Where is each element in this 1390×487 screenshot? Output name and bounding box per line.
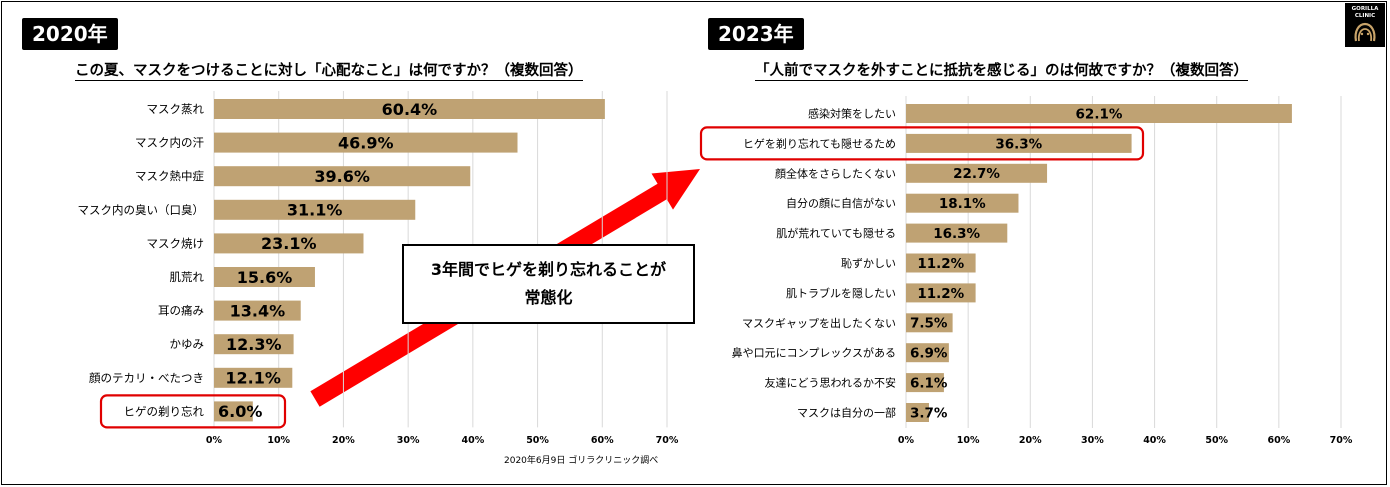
right-value-label: 36.3% (995, 136, 1042, 152)
chart-title-2023: 「人前でマスクを外すことに抵抗を感じる」のは何故ですか？（複数回答） (755, 63, 1248, 81)
chart-2020: 0% 10% 20% 30% 40% 50% 60% 70% マスク蒸れ 60.4% マスク内の汗 4… (78, 91, 679, 446)
right-bar (906, 223, 1008, 243)
left-category-label: 耳の痛み (158, 304, 204, 318)
left-value-label: 15.6% (237, 268, 293, 287)
left-bar (214, 334, 294, 355)
left-tick-label: 70% (656, 435, 679, 446)
right-value-label: 62.1% (1076, 106, 1123, 122)
right-bar (906, 343, 949, 363)
right-tick-label: 20% (1019, 435, 1042, 446)
right-tick-label: 0% (898, 435, 915, 446)
right-value-label: 7.5% (910, 316, 948, 332)
left-value-label: 31.1% (287, 201, 343, 220)
left-category-label: マスク熱中症 (135, 169, 204, 183)
logo-line-1: GORILLA (1351, 6, 1379, 12)
left-highlight-box (99, 394, 287, 429)
left-value-label: 39.6% (314, 167, 370, 186)
right-category-label: 自分の顔に自信がない (786, 196, 896, 210)
right-category-label: 鼻や口元にコンプレックスがある (732, 346, 896, 360)
left-value-label: 13.4% (230, 301, 286, 320)
right-category-label: 肌トラブルを隠したい (786, 286, 896, 300)
left-value-label: 12.1% (225, 369, 281, 388)
left-category-label: かゆみ (170, 337, 205, 351)
right-bar (906, 403, 929, 422)
left-category-label: マスク焼け (147, 236, 205, 250)
right-value-label: 3.7% (910, 405, 948, 421)
right-value-label: 22.7% (953, 166, 1000, 182)
left-category-label: マスク内の汗 (135, 136, 204, 150)
right-bar (906, 133, 1132, 153)
right-category-label: 肌が荒れていても隠せる (776, 226, 896, 240)
left-tick-label: 20% (332, 435, 355, 446)
right-tick-label: 10% (957, 435, 980, 446)
left-category-label: ヒゲの剃り忘れ (124, 404, 205, 418)
annotation-callout: 3年間でヒゲを剃り忘れることが 常態化 (402, 244, 695, 324)
right-value-label: 16.3% (933, 226, 980, 242)
right-value-label: 6.1% (910, 375, 948, 391)
right-category-label: 友達にどう思われるか不安 (765, 376, 896, 390)
annotation-line-1: 3年間でヒゲを剃り忘れることが (430, 260, 667, 279)
left-tick-label: 50% (526, 435, 549, 446)
right-category-label: 恥ずかしい (841, 257, 896, 270)
left-value-label: 6.0% (218, 402, 262, 421)
left-bar (214, 401, 253, 422)
right-bar (906, 373, 944, 393)
right-tick-label: 70% (1330, 435, 1353, 446)
right-bar (906, 193, 1019, 213)
right-tick-label: 60% (1267, 435, 1290, 446)
left-bar (214, 99, 605, 119)
left-tick-label: 40% (461, 435, 484, 446)
right-value-label: 11.2% (917, 256, 964, 272)
gorilla-clinic-logo: GORILLA CLINIC (1345, 3, 1385, 47)
right-category-label: マスクギャップを出したくない (742, 316, 896, 330)
left-bar (214, 233, 364, 254)
left-bar (214, 367, 293, 388)
left-bar (214, 267, 315, 287)
right-bar (906, 253, 976, 273)
source-note: 2020年6月9日 ゴリラクリニック調べ (504, 456, 659, 466)
annotation-line-2: 常態化 (524, 288, 573, 307)
right-value-label: 18.1% (939, 196, 986, 212)
left-bar (214, 300, 301, 321)
chart-2023: 0% 10% 20% 30% 40% 50% 60% 70% 感染対策をしたい 62.1% ヒゲを剃… (699, 96, 1353, 446)
left-category-label: 肌荒れ (170, 270, 205, 284)
left-tick-label: 0% (206, 435, 223, 446)
right-category-label: マスクは自分の一部 (797, 406, 896, 420)
left-value-label: 46.9% (338, 133, 394, 152)
left-bar (214, 166, 471, 187)
logo-line-2: CLINIC (1354, 13, 1376, 19)
right-bar (906, 283, 976, 303)
year-badge-2023: 2023年 (708, 18, 804, 50)
right-bar (906, 104, 1292, 123)
right-bar (906, 163, 1048, 183)
right-bar (906, 313, 953, 333)
right-value-label: 11.2% (917, 286, 964, 302)
right-category-label: 感染対策をしたい (808, 107, 896, 121)
left-value-label: 12.3% (226, 335, 282, 354)
left-category-label: マスク蒸れ (147, 102, 205, 116)
gorilla-icon (1354, 22, 1376, 42)
left-category-label: 顔のテカリ・べたつき (89, 371, 204, 385)
right-category-label: 顔全体をさらしたくない (775, 166, 896, 180)
left-tick-label: 10% (267, 435, 290, 446)
left-bar (214, 199, 416, 220)
left-category-label: マスク内の臭い（口臭） (78, 203, 205, 217)
right-tick-label: 50% (1205, 435, 1228, 446)
right-tick-label: 30% (1081, 435, 1104, 446)
year-badge-2020: 2020年 (22, 18, 118, 50)
left-tick-label: 30% (397, 435, 420, 446)
right-value-label: 6.9% (910, 346, 948, 362)
left-tick-label: 60% (591, 435, 614, 446)
left-bar (214, 132, 518, 153)
left-value-label: 23.1% (261, 234, 317, 253)
left-value-label: 60.4% (382, 100, 438, 119)
right-highlight-box (699, 126, 1145, 161)
right-tick-label: 40% (1143, 435, 1166, 446)
chart-title-2020: この夏、マスクをつけることに対し「心配なこと」は何ですか？（複数回答） (75, 63, 583, 81)
right-category-label: ヒゲを剃り忘れても隠せるため (743, 136, 896, 150)
